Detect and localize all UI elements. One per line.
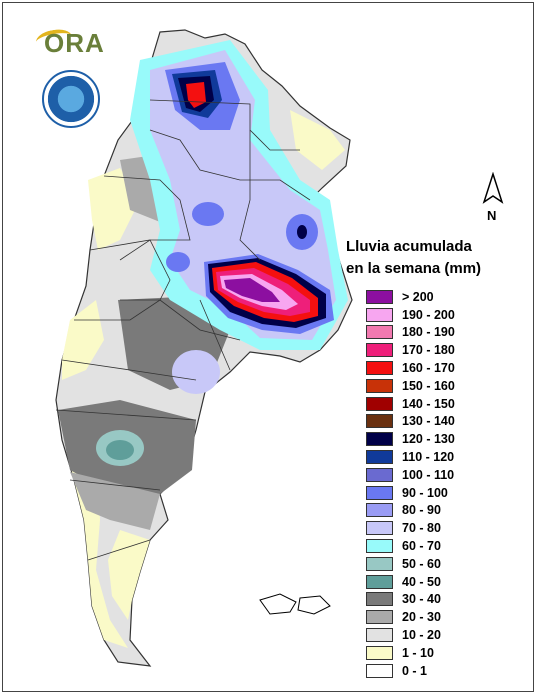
legend-title: Lluvia acumulada en la semana (mm) <box>346 236 536 280</box>
legend-label: > 200 <box>402 289 434 304</box>
legend-title-line1: Lluvia acumulada <box>346 238 472 255</box>
legend-label: 60 - 70 <box>402 539 441 554</box>
legend-row: 110 - 120 <box>366 448 455 466</box>
legend-swatch <box>366 521 393 536</box>
legend-swatch <box>366 450 393 465</box>
spot-90-100-c <box>166 252 190 272</box>
rainfall-legend: > 200 190 - 200 180 - 190 170 - 180 160 - 17… <box>366 288 455 680</box>
legend-swatch <box>366 663 393 678</box>
legend-row: 1 - 10 <box>366 644 455 662</box>
legend-swatch <box>366 325 393 340</box>
spot-120-130-b <box>297 225 307 239</box>
legend-label: 1 - 10 <box>402 645 434 660</box>
zone-1-10-east <box>290 110 345 170</box>
legend-swatch <box>366 645 393 660</box>
legend-swatch <box>366 592 393 607</box>
legend-swatch <box>366 414 393 429</box>
legend-swatch <box>366 289 393 304</box>
legend-row: 120 - 130 <box>366 430 455 448</box>
legend-row: 0 - 1 <box>366 662 455 680</box>
legend-swatch <box>366 361 393 376</box>
legend-row: 90 - 100 <box>366 484 455 502</box>
legend-label: 20 - 30 <box>402 610 441 625</box>
legend-label: 180 - 190 <box>402 325 455 340</box>
legend-row: 80 - 90 <box>366 502 455 520</box>
legend-row: 140 - 150 <box>366 395 455 413</box>
legend-label: 30 - 40 <box>402 592 441 607</box>
legend-row: 150 - 160 <box>366 377 455 395</box>
legend-swatch <box>366 378 393 393</box>
legend-label: 120 - 130 <box>402 432 455 447</box>
legend-label: 140 - 150 <box>402 396 455 411</box>
north-arrow-icon: N <box>482 172 504 223</box>
legend-label: 90 - 100 <box>402 485 448 500</box>
legend-swatch <box>366 343 393 358</box>
legend-swatch <box>366 556 393 571</box>
spot-70-80-d <box>172 350 220 394</box>
legend-row: > 200 <box>366 288 455 306</box>
legend-label: 10 - 20 <box>402 628 441 643</box>
spot-90-100-a <box>192 202 224 226</box>
legend-label: 150 - 160 <box>402 378 455 393</box>
legend-label: 190 - 200 <box>402 307 455 322</box>
north-label: N <box>487 208 496 223</box>
legend-row: 40 - 50 <box>366 573 455 591</box>
malvinas-islands <box>259 593 331 615</box>
legend-swatch <box>366 467 393 482</box>
legend-swatch <box>366 610 393 625</box>
legend-row: 130 - 140 <box>366 413 455 431</box>
zone-1-10-south-tip <box>108 530 150 620</box>
legend-label: 130 - 140 <box>402 414 455 429</box>
legend-title-line2: en la semana (mm) <box>346 260 482 277</box>
legend-label: 160 - 170 <box>402 361 455 376</box>
zone-over-200-core <box>224 278 280 302</box>
legend-swatch <box>366 574 393 589</box>
legend-label: 80 - 90 <box>402 503 441 518</box>
smn-seal-icon <box>42 70 100 128</box>
legend-label: 0 - 1 <box>402 663 428 678</box>
province-borders <box>55 99 311 561</box>
legend-swatch <box>366 307 393 322</box>
legend-row: 10 - 20 <box>366 626 455 644</box>
legend-swatch <box>366 396 393 411</box>
legend-swatch <box>366 432 393 447</box>
legend-swatch <box>366 628 393 643</box>
legend-swatch <box>366 485 393 500</box>
legend-row: 70 - 80 <box>366 519 455 537</box>
legend-label: 170 - 180 <box>402 343 455 358</box>
legend-label: 110 - 120 <box>402 450 455 465</box>
spot-40-50-e <box>106 440 134 460</box>
legend-row: 170 - 180 <box>366 341 455 359</box>
legend-row: 160 - 170 <box>366 359 455 377</box>
legend-swatch <box>366 503 393 518</box>
zone-20-30 <box>70 472 160 530</box>
legend-row: 190 - 200 <box>366 306 455 324</box>
legend-swatch <box>366 539 393 554</box>
legend-label: 40 - 50 <box>402 574 441 589</box>
legend-label: 70 - 80 <box>402 521 441 536</box>
legend-row: 30 - 40 <box>366 591 455 609</box>
legend-row: 60 - 70 <box>366 537 455 555</box>
legend-row: 100 - 110 <box>366 466 455 484</box>
legend-row: 180 - 190 <box>366 324 455 342</box>
legend-row: 50 - 60 <box>366 555 455 573</box>
legend-label: 100 - 110 <box>402 467 455 482</box>
ora-logo: ORA <box>44 28 105 58</box>
legend-label: 50 - 60 <box>402 556 441 571</box>
legend-row: 20 - 30 <box>366 608 455 626</box>
